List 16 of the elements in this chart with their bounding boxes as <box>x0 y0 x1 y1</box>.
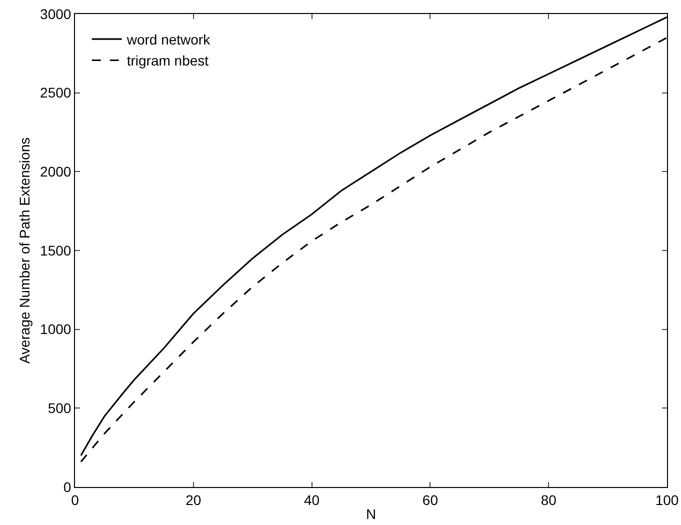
x-tick-label: 80 <box>540 492 557 508</box>
x-tick-label: 100 <box>655 492 679 508</box>
y-tick-label: 1000 <box>40 321 72 338</box>
y-tick-label: 1500 <box>40 242 72 258</box>
y-tick-label: 0 <box>63 478 72 495</box>
x-tick-label: 20 <box>186 492 202 508</box>
y-tick-label: 2500 <box>40 84 72 101</box>
y-tick-label: 500 <box>48 400 72 416</box>
y-tick-label: 3000 <box>40 6 72 22</box>
x-tick-label: 40 <box>304 492 320 508</box>
x-axis-title: N <box>366 506 376 522</box>
x-tick-label: 60 <box>422 492 438 508</box>
y-axis-title: Average Number of Path Extensions <box>16 137 33 364</box>
legend-label: word network <box>126 32 212 48</box>
legend-label: trigram nbest <box>126 52 209 69</box>
y-tick-label: 2000 <box>40 164 72 180</box>
